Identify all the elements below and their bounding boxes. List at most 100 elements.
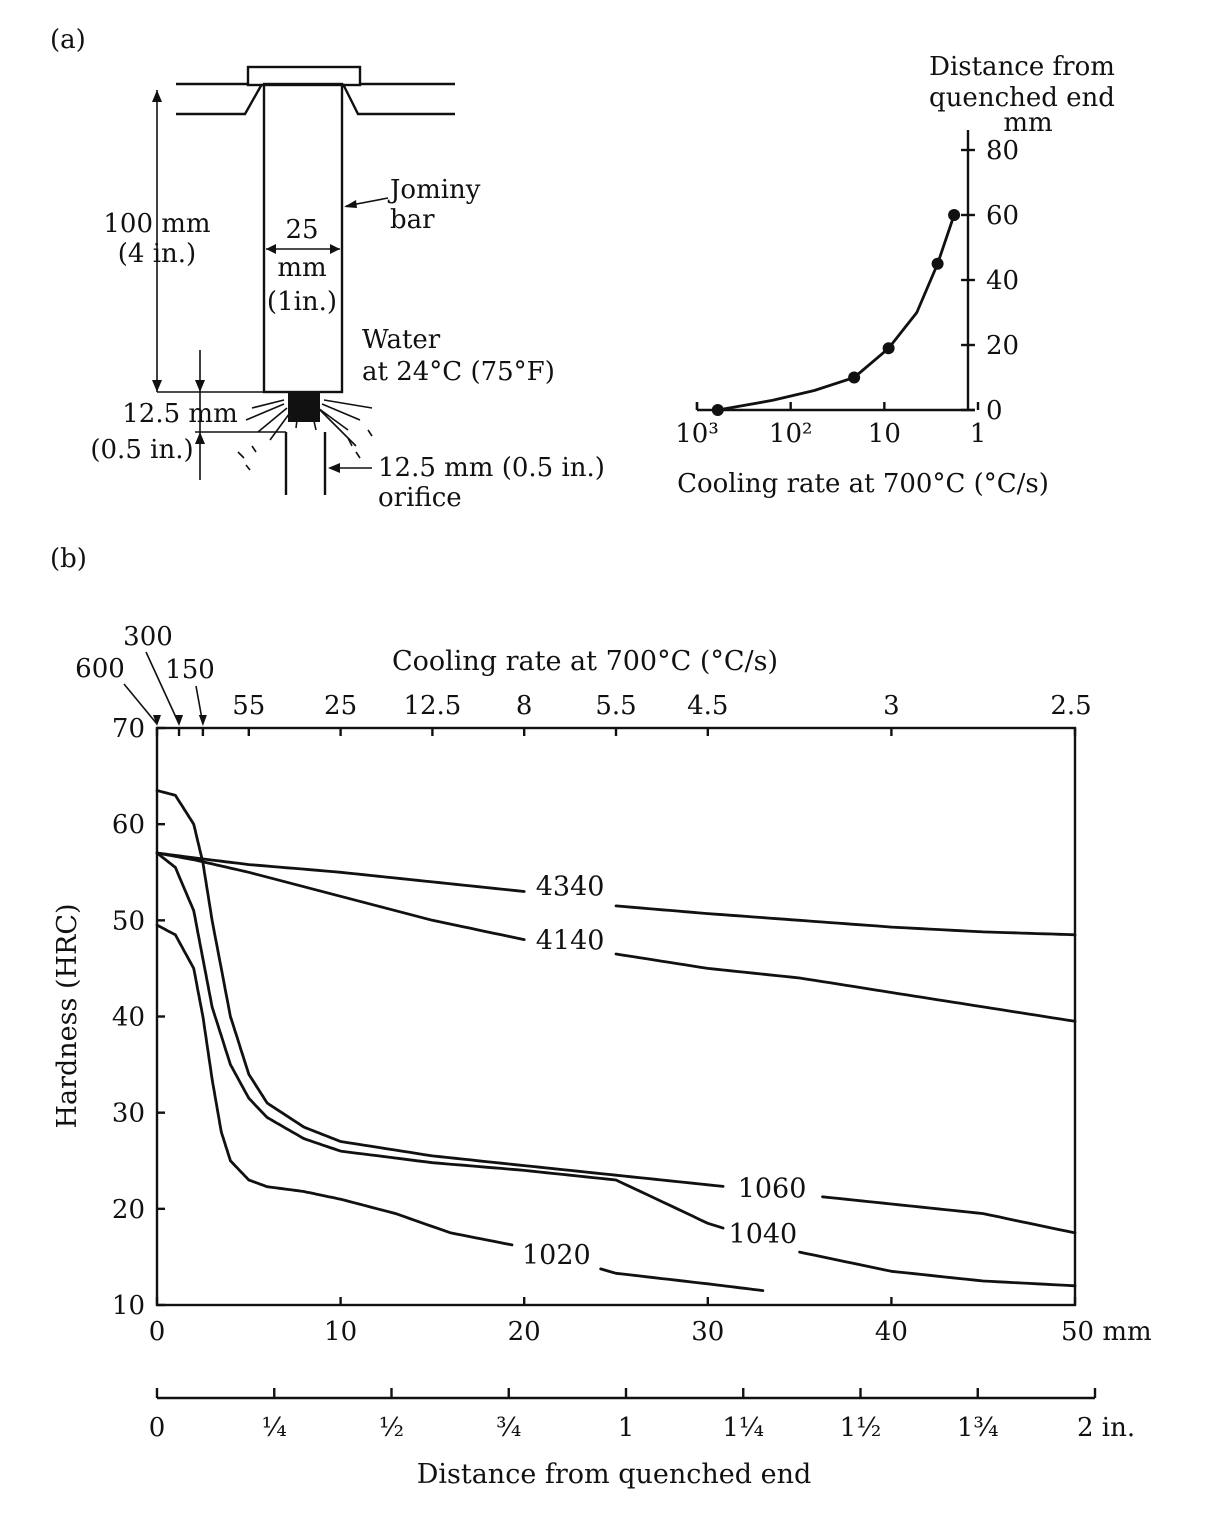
distance-mm-ticks: 0 10 20 30 40 50 mm: [149, 1297, 1152, 1347]
bar-cap: [246, 65, 362, 87]
top-tick-label: 55: [232, 691, 265, 721]
y-tick-label: 20: [112, 1195, 145, 1225]
top-tick-arrow: [153, 715, 161, 726]
y-tick-label: 10: [112, 1291, 145, 1321]
top-axis-title: Cooling rate at 700°C (°C/s): [392, 646, 778, 677]
inset-x-tick-label: 10³: [675, 419, 719, 449]
series-1020: 1020: [155, 923, 765, 1292]
top-tick-label: 3: [883, 691, 900, 721]
bar-label-2: bar: [390, 205, 435, 235]
inset-xlabel: Cooling rate at 700°C (°C/s): [677, 469, 1049, 499]
series-line-4340: [614, 904, 1077, 937]
x-tick-label: 30: [691, 1317, 724, 1347]
water-spray: [237, 399, 373, 471]
inch-tick-label: 1½: [840, 1413, 882, 1443]
jominy-hardness-chart: Cooling rate at 700°C (°C/s) 60030015055…: [52, 622, 1152, 1490]
series-line-1060: [821, 1195, 1077, 1235]
water-temp-label: at 24°C (75°F): [362, 357, 555, 387]
orifice-label: 12.5 mm (0.5 in.): [378, 453, 605, 483]
hardness-ticks: 10 20 30 40 50 60 70: [112, 714, 165, 1321]
top-tick-arrow: [198, 715, 207, 726]
series-label-4140: 4140: [536, 926, 605, 957]
top-tick-label: 4.5: [687, 691, 728, 721]
y-tick-label: 40: [112, 1003, 145, 1033]
gap-label-in: (0.5 in.): [90, 435, 193, 465]
top-tick-label: 8: [516, 691, 533, 721]
inset-data-point: [848, 371, 861, 384]
panel-b-label: (b): [50, 544, 87, 574]
inset-cooling-rate-chart: Distance from quenched end mm 020406080 …: [675, 52, 1115, 499]
inset-ylabel-2: quenched end: [929, 83, 1115, 113]
orifice-pipe: [284, 432, 327, 495]
inch-tick-label: ¾: [496, 1413, 521, 1443]
inch-tick-label: ¼: [262, 1413, 287, 1443]
inset-ylabel-3: mm: [1003, 108, 1052, 138]
inch-tick-label: 0: [149, 1413, 166, 1443]
inset-y-tick-label: 60: [986, 201, 1019, 231]
x-tick-label: 20: [508, 1317, 541, 1347]
series-4140: 4140: [155, 851, 1077, 1023]
y-tick-label: 50: [112, 906, 145, 936]
fixture-bottom-line: [176, 83, 455, 116]
jominy-apparatus-diagram: 100 mm (4 in.) 25 mm (1in.) Jominy bar W…: [90, 65, 605, 513]
inset-data-point: [882, 342, 895, 355]
inset-plot-area: [711, 209, 961, 416]
inset-x-tick-label: 10²: [769, 419, 813, 449]
series-line-1060: [155, 789, 725, 1188]
series-line-1020: [599, 1267, 765, 1292]
top-tick-label: 5.5: [595, 691, 636, 721]
series-line-4340: [155, 851, 526, 893]
series-label-4340: 4340: [536, 872, 605, 903]
series-1060: 1060: [155, 789, 1077, 1235]
top-tick-label: 600: [75, 654, 125, 684]
hardness-series: 4340 4140 1060 1040 1020: [155, 789, 1077, 1292]
x-tick-label: 40: [875, 1317, 908, 1347]
inch-tick-label: 1: [618, 1413, 635, 1443]
top-tick-label: 12.5: [403, 691, 461, 721]
y-axis-label: Hardness (HRC): [52, 903, 83, 1128]
inset-x-tick-label: 10: [868, 419, 901, 449]
top-tick-label: 2.5: [1050, 691, 1091, 721]
diameter-label: 25: [285, 215, 318, 245]
inset-y-tick-label: 20: [986, 331, 1019, 361]
diameter-label-unit: mm: [277, 253, 326, 283]
plot-frame: [155, 726, 1077, 1307]
series-4340: 4340: [155, 851, 1077, 937]
y-tick-label: 70: [112, 714, 145, 744]
y-tick-label: 60: [112, 810, 145, 840]
series-line-4140: [614, 952, 1077, 1023]
distance-inch-ticks: 0 ¼ ½ ¾ 1 1¼ 1½ 1¾ 2 in.: [149, 1388, 1135, 1443]
inset-x-ticks: 10³ 10² 10 1: [675, 402, 986, 449]
top-tick-label: 25: [324, 691, 357, 721]
top-tick-label: 150: [165, 655, 215, 685]
series-label-1020: 1020: [522, 1240, 591, 1271]
top-tick-leader: [123, 683, 158, 725]
inset-data-point: [711, 404, 724, 416]
length-label-in: (4 in.): [118, 239, 196, 269]
inset-data-point: [931, 257, 944, 270]
x-tick-label: 50 mm: [1061, 1317, 1152, 1347]
series-label-1040: 1040: [729, 1219, 798, 1250]
top-tick-leader: [145, 651, 180, 725]
inch-tick-label: 2 in.: [1077, 1413, 1135, 1443]
inch-tick-label: ½: [379, 1413, 404, 1443]
x-axis-label: Distance from quenched end: [417, 1459, 812, 1490]
top-tick-arrow: [175, 715, 184, 726]
x-tick-label: 10: [324, 1317, 357, 1347]
series-line-1040: [155, 851, 725, 1230]
inset-curve: [716, 213, 956, 412]
x-tick-label: 0: [149, 1317, 166, 1347]
inset-y-tick-label: 40: [986, 266, 1019, 296]
inset-y-tick-label: 80: [986, 136, 1019, 166]
series-label-1060: 1060: [738, 1174, 807, 1205]
water-jet: [288, 392, 320, 422]
series-1040: 1040: [155, 851, 1077, 1288]
inset-y-ticks: 0 20 40 60 80: [961, 136, 1019, 426]
top-tick-label: 300: [123, 622, 173, 652]
water-label: Water: [362, 325, 441, 355]
inset-x-tick-label: 1: [970, 419, 987, 449]
inch-tick-label: 1¼: [722, 1413, 764, 1443]
gap-label: 12.5 mm: [122, 399, 237, 429]
